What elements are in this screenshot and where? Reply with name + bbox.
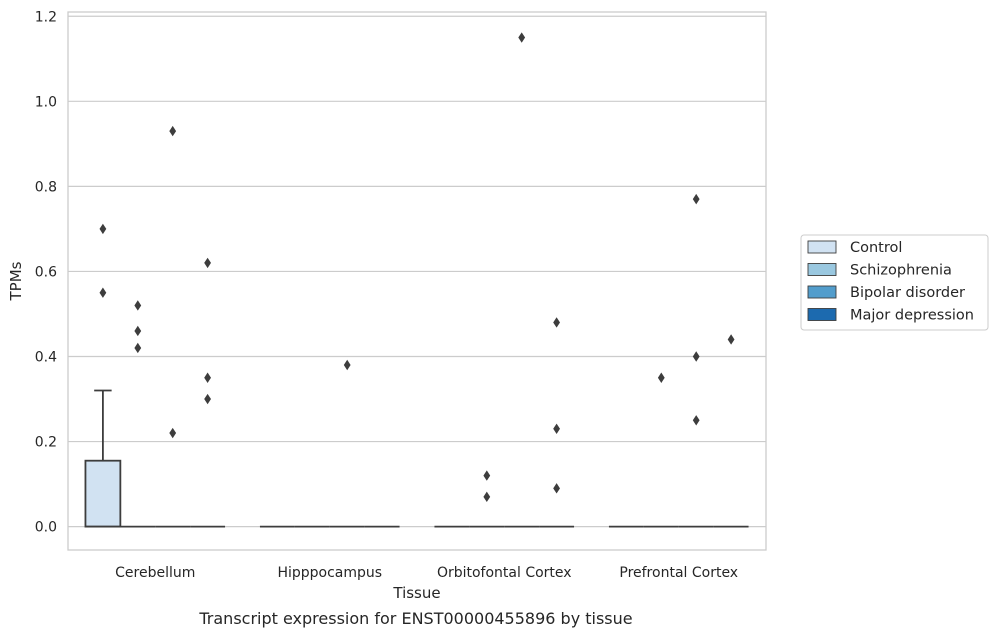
y-tick-label: 1.0: [35, 94, 57, 110]
x-tick-label: Prefrontal Cortex: [619, 565, 738, 581]
legend-label: Major depression: [850, 308, 974, 324]
box-marks: [84, 389, 749, 528]
legend-swatch: [807, 263, 837, 276]
y-tick-label: 0.0: [35, 520, 57, 536]
legend-swatch: [807, 240, 837, 254]
outlier-point: [204, 372, 211, 383]
outlier-point: [483, 491, 491, 503]
outlier-point: [99, 223, 107, 235]
outlier-point: [657, 372, 665, 383]
outlier-point: [169, 125, 177, 137]
legend-label: Control: [850, 240, 902, 256]
legend-frame: [800, 234, 989, 331]
outlier-point: [483, 470, 491, 481]
y-tick-label: 0.8: [35, 179, 57, 195]
x-tick-label: Hipppocampus: [277, 565, 382, 581]
y-tick-label: 0.2: [35, 435, 57, 451]
y-axis-label: TPMs: [7, 261, 25, 301]
outlier-point: [692, 193, 700, 205]
chart-caption: Transcript expression for ENST0000045589…: [198, 609, 632, 628]
x-tick-label: Orbitofontal Cortex: [437, 565, 572, 581]
plot-frame: [67, 11, 767, 551]
x-axis-label: Tissue: [392, 584, 440, 602]
outlier-point: [343, 359, 351, 371]
y-tick-label: 0.4: [35, 349, 57, 365]
outlier-marks: [99, 32, 735, 503]
legend: Control Schizophrenia Bipolar disorder Majo…: [800, 234, 989, 331]
outlier-point: [553, 317, 560, 328]
y-tick-labels: 0.0 0.2 0.4 0.6 0.8 1.0 1.2: [35, 9, 57, 535]
outlier-point: [134, 300, 142, 311]
outlier-point: [134, 342, 142, 354]
box-control: [84, 459, 122, 528]
legend-swatch: [807, 285, 837, 299]
y-tick-label: 0.6: [35, 264, 57, 280]
legend-label: Schizophrenia: [850, 263, 952, 279]
outlier-point: [553, 483, 560, 494]
outlier-point: [553, 423, 560, 434]
outlier-point: [727, 334, 735, 345]
outlier-point: [692, 351, 700, 362]
outlier-point: [518, 32, 526, 43]
outlier-point: [204, 393, 211, 405]
legend-swatch: [807, 308, 837, 321]
legend-label: Bipolar disorder: [850, 285, 965, 301]
y-tick-label: 1.2: [35, 9, 57, 25]
x-tick-labels: Cerebellum Hipppocampus Orbitofontal Corte…: [115, 565, 738, 581]
outlier-point: [204, 257, 211, 269]
outlier-point: [692, 415, 700, 426]
outlier-point: [99, 287, 107, 298]
outlier-point: [169, 427, 177, 439]
outlier-point: [134, 325, 142, 337]
x-tick-label: Cerebellum: [115, 565, 195, 581]
